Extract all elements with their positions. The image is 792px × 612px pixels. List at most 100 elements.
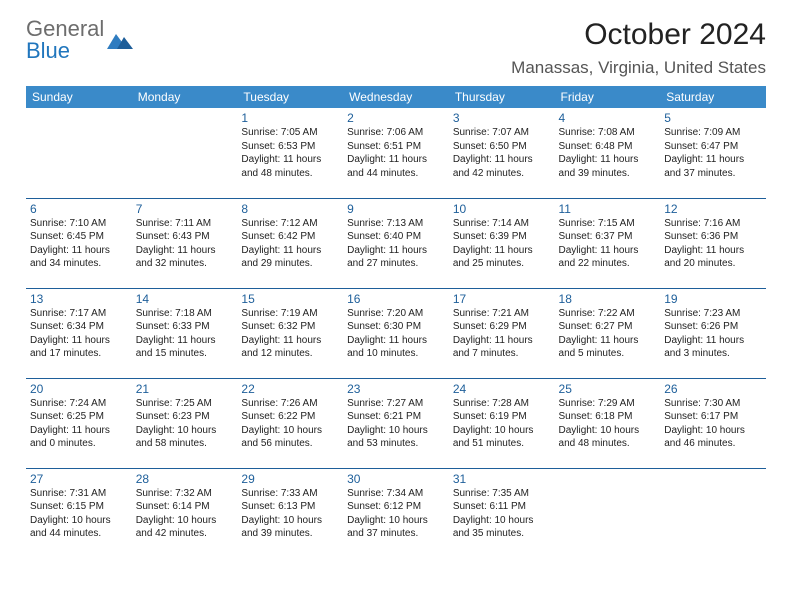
calendar-day-cell: [26, 108, 132, 198]
day-number: 1: [241, 111, 339, 125]
day-number: 28: [136, 472, 234, 486]
calendar-day-cell: 1Sunrise: 7:05 AMSunset: 6:53 PMDaylight…: [237, 108, 343, 198]
day-details: Sunrise: 7:20 AMSunset: 6:30 PMDaylight:…: [347, 307, 445, 361]
calendar-day-cell: 24Sunrise: 7:28 AMSunset: 6:19 PMDayligh…: [449, 378, 555, 468]
calendar-day-cell: 16Sunrise: 7:20 AMSunset: 6:30 PMDayligh…: [343, 288, 449, 378]
daylight-text: and 42 minutes.: [453, 167, 551, 181]
daylight-text: and 5 minutes.: [559, 347, 657, 361]
daylight-text: Daylight: 11 hours: [241, 153, 339, 167]
day-details: Sunrise: 7:26 AMSunset: 6:22 PMDaylight:…: [241, 397, 339, 451]
title-block: October 2024 Manassas, Virginia, United …: [511, 18, 766, 78]
daylight-text: and 3 minutes.: [664, 347, 762, 361]
daylight-text: Daylight: 10 hours: [136, 424, 234, 438]
sunset-text: Sunset: 6:29 PM: [453, 320, 551, 334]
calendar-day-cell: 30Sunrise: 7:34 AMSunset: 6:12 PMDayligh…: [343, 468, 449, 558]
daylight-text: Daylight: 11 hours: [30, 334, 128, 348]
calendar-day-cell: 19Sunrise: 7:23 AMSunset: 6:26 PMDayligh…: [660, 288, 766, 378]
day-number: 5: [664, 111, 762, 125]
sunrise-text: Sunrise: 7:06 AM: [347, 126, 445, 140]
daylight-text: and 0 minutes.: [30, 437, 128, 451]
sunset-text: Sunset: 6:19 PM: [453, 410, 551, 424]
day-details: Sunrise: 7:14 AMSunset: 6:39 PMDaylight:…: [453, 217, 551, 271]
daylight-text: and 48 minutes.: [559, 437, 657, 451]
daylight-text: Daylight: 10 hours: [664, 424, 762, 438]
calendar-week-row: 1Sunrise: 7:05 AMSunset: 6:53 PMDaylight…: [26, 108, 766, 198]
brand-text: General Blue: [26, 18, 104, 62]
sunrise-text: Sunrise: 7:16 AM: [664, 217, 762, 231]
day-details: Sunrise: 7:19 AMSunset: 6:32 PMDaylight:…: [241, 307, 339, 361]
sunrise-text: Sunrise: 7:27 AM: [347, 397, 445, 411]
daylight-text: and 12 minutes.: [241, 347, 339, 361]
calendar-day-cell: [555, 468, 661, 558]
sunrise-text: Sunrise: 7:34 AM: [347, 487, 445, 501]
calendar-day-cell: 18Sunrise: 7:22 AMSunset: 6:27 PMDayligh…: [555, 288, 661, 378]
sunset-text: Sunset: 6:32 PM: [241, 320, 339, 334]
day-details: Sunrise: 7:18 AMSunset: 6:33 PMDaylight:…: [136, 307, 234, 361]
sunset-text: Sunset: 6:39 PM: [453, 230, 551, 244]
sunrise-text: Sunrise: 7:10 AM: [30, 217, 128, 231]
daylight-text: Daylight: 10 hours: [347, 424, 445, 438]
day-number: 23: [347, 382, 445, 396]
day-details: Sunrise: 7:31 AMSunset: 6:15 PMDaylight:…: [30, 487, 128, 541]
calendar-day-cell: 6Sunrise: 7:10 AMSunset: 6:45 PMDaylight…: [26, 198, 132, 288]
day-details: Sunrise: 7:12 AMSunset: 6:42 PMDaylight:…: [241, 217, 339, 271]
daylight-text: and 7 minutes.: [453, 347, 551, 361]
sunrise-text: Sunrise: 7:30 AM: [664, 397, 762, 411]
sunrise-text: Sunrise: 7:25 AM: [136, 397, 234, 411]
day-details: Sunrise: 7:34 AMSunset: 6:12 PMDaylight:…: [347, 487, 445, 541]
calendar-day-cell: 11Sunrise: 7:15 AMSunset: 6:37 PMDayligh…: [555, 198, 661, 288]
weekday-header: Saturday: [660, 86, 766, 108]
day-number: 11: [559, 202, 657, 216]
sunset-text: Sunset: 6:14 PM: [136, 500, 234, 514]
day-details: Sunrise: 7:30 AMSunset: 6:17 PMDaylight:…: [664, 397, 762, 451]
daylight-text: and 34 minutes.: [30, 257, 128, 271]
calendar-day-cell: 22Sunrise: 7:26 AMSunset: 6:22 PMDayligh…: [237, 378, 343, 468]
day-details: Sunrise: 7:22 AMSunset: 6:27 PMDaylight:…: [559, 307, 657, 361]
calendar-day-cell: 27Sunrise: 7:31 AMSunset: 6:15 PMDayligh…: [26, 468, 132, 558]
brand-line2: Blue: [26, 40, 104, 62]
day-details: Sunrise: 7:10 AMSunset: 6:45 PMDaylight:…: [30, 217, 128, 271]
daylight-text: and 35 minutes.: [453, 527, 551, 541]
sunrise-text: Sunrise: 7:18 AM: [136, 307, 234, 321]
daylight-text: Daylight: 11 hours: [664, 244, 762, 258]
daylight-text: Daylight: 10 hours: [241, 514, 339, 528]
day-number: 12: [664, 202, 762, 216]
sunrise-text: Sunrise: 7:28 AM: [453, 397, 551, 411]
daylight-text: and 42 minutes.: [136, 527, 234, 541]
calendar-day-cell: 20Sunrise: 7:24 AMSunset: 6:25 PMDayligh…: [26, 378, 132, 468]
sunrise-text: Sunrise: 7:23 AM: [664, 307, 762, 321]
day-number: 21: [136, 382, 234, 396]
daylight-text: Daylight: 11 hours: [241, 334, 339, 348]
day-number: 13: [30, 292, 128, 306]
sunrise-text: Sunrise: 7:33 AM: [241, 487, 339, 501]
daylight-text: Daylight: 10 hours: [347, 514, 445, 528]
weekday-header-row: Sunday Monday Tuesday Wednesday Thursday…: [26, 86, 766, 108]
sunrise-text: Sunrise: 7:09 AM: [664, 126, 762, 140]
daylight-text: and 22 minutes.: [559, 257, 657, 271]
daylight-text: Daylight: 10 hours: [241, 424, 339, 438]
day-number: 14: [136, 292, 234, 306]
sunrise-text: Sunrise: 7:12 AM: [241, 217, 339, 231]
sunrise-text: Sunrise: 7:26 AM: [241, 397, 339, 411]
daylight-text: Daylight: 11 hours: [347, 244, 445, 258]
sunset-text: Sunset: 6:50 PM: [453, 140, 551, 154]
day-number: 3: [453, 111, 551, 125]
daylight-text: Daylight: 11 hours: [136, 244, 234, 258]
day-details: Sunrise: 7:06 AMSunset: 6:51 PMDaylight:…: [347, 126, 445, 180]
day-number: 17: [453, 292, 551, 306]
day-number: 22: [241, 382, 339, 396]
day-number: 4: [559, 111, 657, 125]
calendar-day-cell: 12Sunrise: 7:16 AMSunset: 6:36 PMDayligh…: [660, 198, 766, 288]
sunrise-text: Sunrise: 7:32 AM: [136, 487, 234, 501]
sunrise-text: Sunrise: 7:21 AM: [453, 307, 551, 321]
weekday-header: Monday: [132, 86, 238, 108]
calendar-day-cell: 29Sunrise: 7:33 AMSunset: 6:13 PMDayligh…: [237, 468, 343, 558]
sunset-text: Sunset: 6:51 PM: [347, 140, 445, 154]
sunset-text: Sunset: 6:53 PM: [241, 140, 339, 154]
daylight-text: Daylight: 11 hours: [347, 334, 445, 348]
sunrise-text: Sunrise: 7:07 AM: [453, 126, 551, 140]
day-number: 2: [347, 111, 445, 125]
daylight-text: and 46 minutes.: [664, 437, 762, 451]
daylight-text: Daylight: 10 hours: [559, 424, 657, 438]
sunrise-text: Sunrise: 7:31 AM: [30, 487, 128, 501]
